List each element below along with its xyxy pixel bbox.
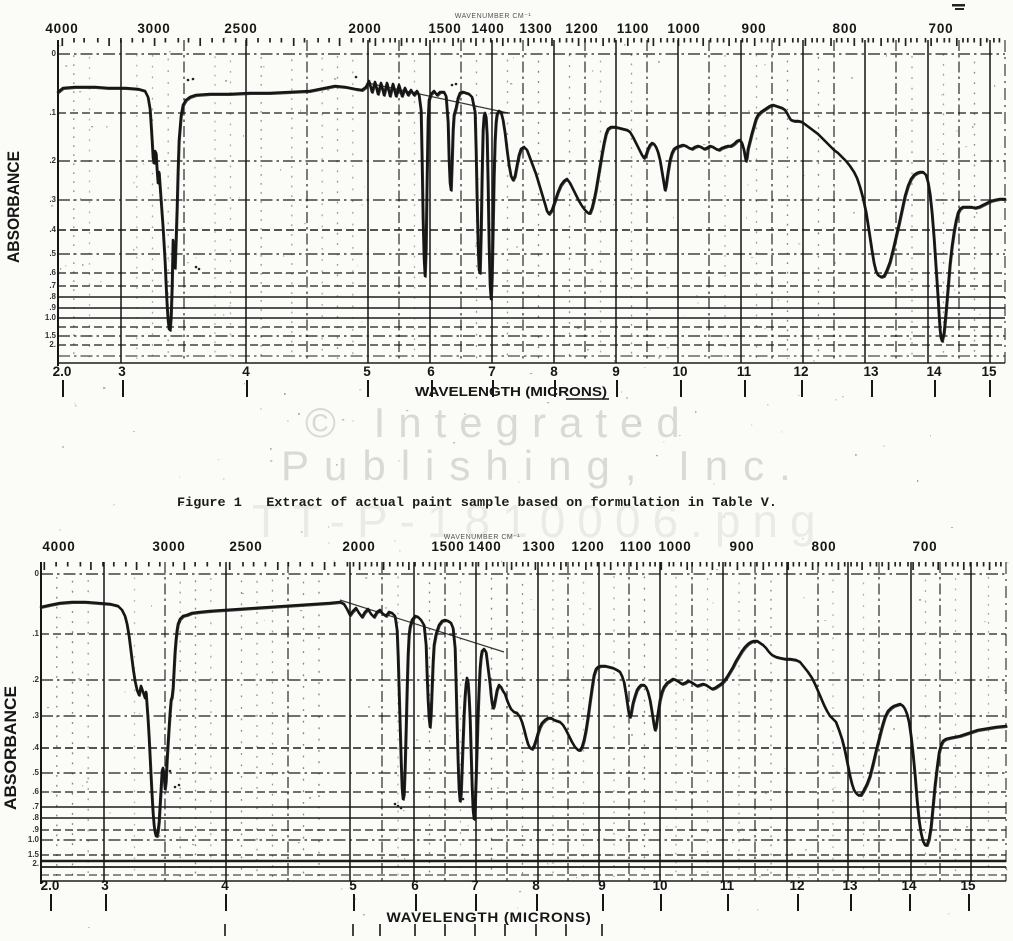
svg-text:8: 8 xyxy=(550,364,558,379)
svg-text:4: 4 xyxy=(242,364,250,379)
svg-text:15: 15 xyxy=(981,364,997,379)
svg-text:.3: .3 xyxy=(32,711,39,720)
svg-text:.8: .8 xyxy=(49,292,56,301)
svg-text:5: 5 xyxy=(363,364,371,379)
svg-text:WAVELENGTH (MICRONS): WAVELENGTH (MICRONS) xyxy=(387,910,592,925)
svg-text:1300: 1300 xyxy=(519,21,552,36)
svg-text:1200: 1200 xyxy=(565,21,598,36)
svg-text:© Integrated: © Integrated xyxy=(305,399,693,446)
svg-text:2.: 2. xyxy=(49,340,56,349)
svg-text:11: 11 xyxy=(720,878,735,893)
svg-text:1100: 1100 xyxy=(620,539,653,554)
svg-text:1.5: 1.5 xyxy=(45,331,57,340)
svg-text:1400: 1400 xyxy=(471,21,504,36)
svg-text:12: 12 xyxy=(789,878,804,893)
svg-text:.9: .9 xyxy=(49,303,56,312)
svg-text:15: 15 xyxy=(960,878,976,893)
svg-text:12: 12 xyxy=(793,364,808,379)
svg-text:1300: 1300 xyxy=(522,539,555,554)
svg-text:14: 14 xyxy=(901,878,917,893)
svg-text:.2: .2 xyxy=(49,156,56,165)
svg-text:0: 0 xyxy=(52,49,57,58)
svg-text:.7: .7 xyxy=(49,281,56,290)
svg-text:10: 10 xyxy=(672,364,687,379)
svg-text:WAVENUMBER CM⁻¹: WAVENUMBER CM⁻¹ xyxy=(444,534,521,541)
svg-text:9: 9 xyxy=(612,364,620,379)
svg-text:13: 13 xyxy=(842,878,858,893)
svg-text:1100: 1100 xyxy=(617,21,650,36)
svg-text:3: 3 xyxy=(118,364,126,379)
svg-text:700: 700 xyxy=(913,539,938,554)
svg-text:1000: 1000 xyxy=(658,539,691,554)
svg-text:13: 13 xyxy=(863,364,879,379)
svg-text:.2: .2 xyxy=(32,675,39,684)
svg-text:14: 14 xyxy=(926,364,942,379)
svg-text:ABSORBANCE: ABSORBANCE xyxy=(4,151,23,263)
svg-text:.8: .8 xyxy=(32,813,39,822)
svg-text:4: 4 xyxy=(221,878,229,893)
svg-text:5: 5 xyxy=(349,878,357,893)
svg-text:1400: 1400 xyxy=(468,539,501,554)
svg-text:.5: .5 xyxy=(49,249,56,258)
svg-text:4000: 4000 xyxy=(45,21,78,36)
svg-text:.6: .6 xyxy=(49,268,56,277)
svg-text:2.0: 2.0 xyxy=(53,364,72,379)
svg-text:.6: .6 xyxy=(32,787,39,796)
svg-text:7: 7 xyxy=(471,878,479,893)
svg-text:1200: 1200 xyxy=(571,539,604,554)
svg-text:2.0: 2.0 xyxy=(41,878,60,893)
svg-text:.7: .7 xyxy=(32,802,39,811)
svg-text:1.0: 1.0 xyxy=(28,835,40,844)
svg-text:1.0: 1.0 xyxy=(45,313,57,322)
svg-text:2500: 2500 xyxy=(229,539,262,554)
svg-text:.4: .4 xyxy=(49,225,56,234)
svg-text:2000: 2000 xyxy=(348,21,381,36)
svg-text:0: 0 xyxy=(35,569,40,578)
svg-text:9: 9 xyxy=(598,878,606,893)
svg-text:WAVELENGTH (MICRONS): WAVELENGTH (MICRONS) xyxy=(415,384,607,399)
svg-text:3000: 3000 xyxy=(137,21,170,36)
svg-text:1.5: 1.5 xyxy=(28,850,40,859)
svg-text:1000: 1000 xyxy=(667,21,700,36)
svg-text:800: 800 xyxy=(812,539,837,554)
svg-text:10: 10 xyxy=(652,878,667,893)
svg-text:2000: 2000 xyxy=(342,539,375,554)
svg-text:700: 700 xyxy=(929,21,954,36)
svg-text:7: 7 xyxy=(488,364,496,379)
svg-text:900: 900 xyxy=(742,21,767,36)
svg-text:6: 6 xyxy=(411,878,419,893)
svg-text:TT-P-1810006.png: TT-P-1810006.png xyxy=(252,495,828,547)
svg-text:1500: 1500 xyxy=(431,539,464,554)
svg-text:.5: .5 xyxy=(32,768,39,777)
svg-text:4000: 4000 xyxy=(42,539,75,554)
svg-text:.3: .3 xyxy=(49,195,56,204)
svg-text:3: 3 xyxy=(101,878,109,893)
svg-text:Figure 1 Extract of actual p: Figure 1 Extract of actual paint sample … xyxy=(177,495,777,510)
svg-text:800: 800 xyxy=(833,21,858,36)
svg-text:.1: .1 xyxy=(32,629,39,638)
svg-text:1500: 1500 xyxy=(428,21,461,36)
svg-text:8: 8 xyxy=(532,878,540,893)
svg-text:.1: .1 xyxy=(49,108,56,117)
svg-text:900: 900 xyxy=(730,539,755,554)
svg-text:2500: 2500 xyxy=(224,21,257,36)
svg-text:.9: .9 xyxy=(32,825,39,834)
svg-text:2.: 2. xyxy=(32,859,39,868)
svg-text:3000: 3000 xyxy=(152,539,185,554)
svg-text:Publishing, Inc.: Publishing, Inc. xyxy=(281,442,806,489)
svg-text:6: 6 xyxy=(427,364,435,379)
svg-text:ABSORBANCE: ABSORBANCE xyxy=(1,686,20,810)
svg-text:.4: .4 xyxy=(32,743,39,752)
svg-text:WAVENUMBER CM⁻¹: WAVENUMBER CM⁻¹ xyxy=(455,13,532,20)
svg-text:11: 11 xyxy=(737,364,752,379)
